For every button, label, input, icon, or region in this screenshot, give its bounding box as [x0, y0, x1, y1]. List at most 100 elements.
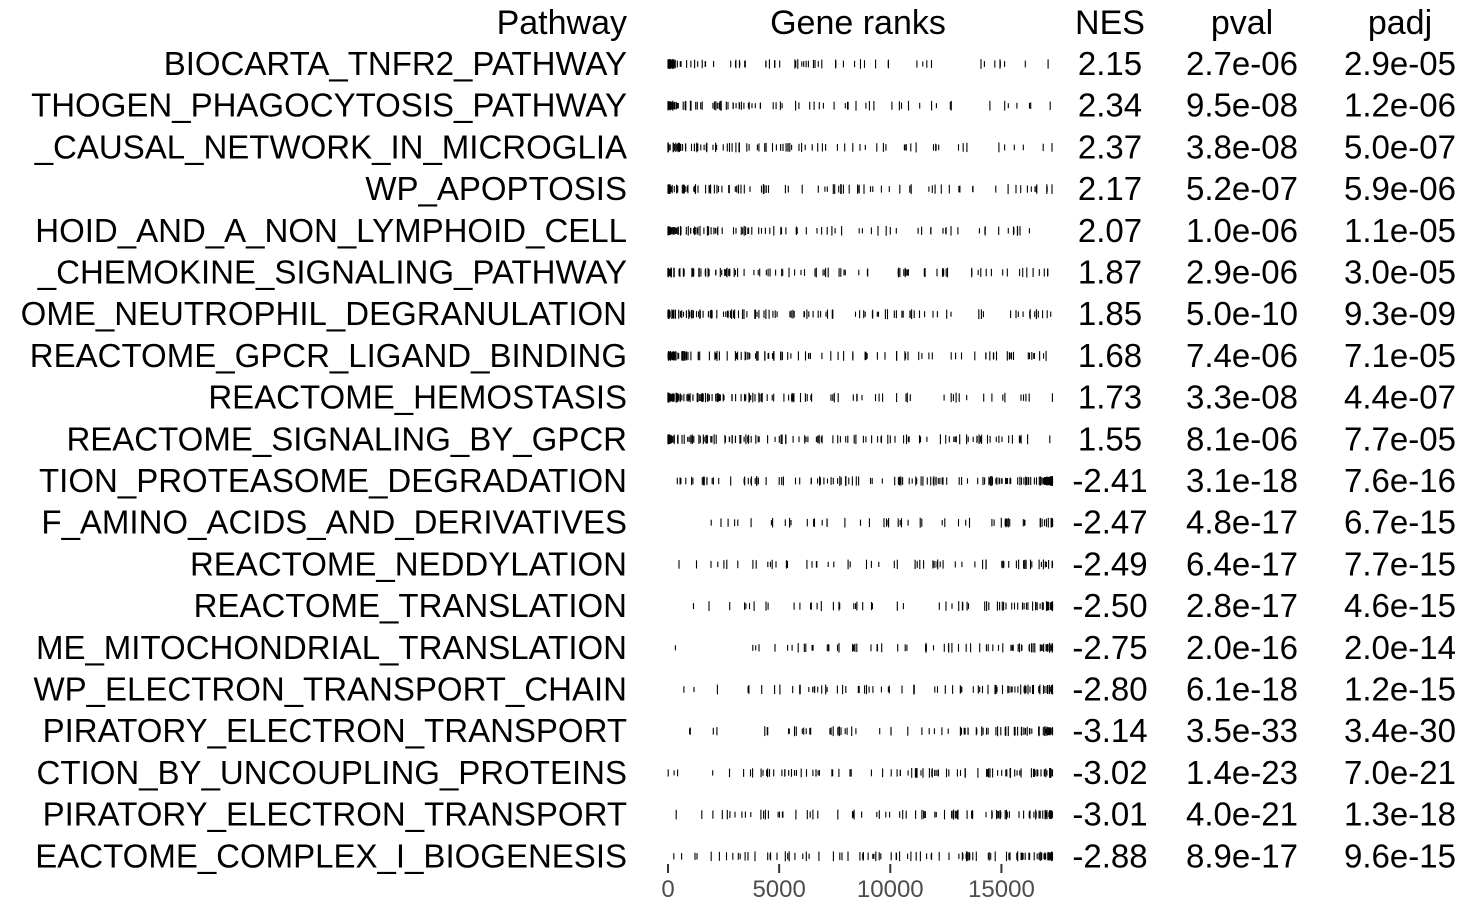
- padj-value: 3.0e-05: [1344, 254, 1456, 291]
- padj-value: 1.2e-15: [1344, 671, 1456, 708]
- axis-tick-label: 15000: [968, 876, 1035, 903]
- nes-value: -2.50: [1072, 587, 1147, 624]
- pval-value: 2.0e-16: [1186, 629, 1298, 666]
- padj-value: 2.9e-05: [1344, 45, 1456, 82]
- nes-value: -2.80: [1072, 671, 1147, 708]
- table-row: REACTOME_NEDDYLATION -2.49 6.4e-17 7.7e-15: [190, 545, 1456, 582]
- nes-value: 2.15: [1078, 45, 1142, 82]
- padj-value: 1.3e-18: [1344, 796, 1456, 833]
- gene-rank-barcode: [710, 517, 1054, 528]
- column-headers: Pathway Gene ranks NES pval padj: [497, 4, 1433, 42]
- pathway-name: REACTOME_HEMOSTASIS: [208, 379, 627, 416]
- pathway-name: CTION_BY_UNCOUPLING_PROTEINS: [37, 754, 627, 791]
- nes-value: 1.55: [1078, 420, 1142, 457]
- gene-rank-barcode: [667, 392, 1053, 403]
- pval-value: 7.4e-06: [1186, 337, 1298, 374]
- table-row: BIOCARTA_TNFR2_PATHWAY 2.15 2.7e-06 2.9e-05: [164, 45, 1456, 82]
- pval-value: 3.3e-08: [1186, 379, 1298, 416]
- padj-value: 5.0e-07: [1344, 128, 1456, 165]
- nes-value: -2.88: [1072, 837, 1147, 874]
- table-row: HOID_AND_A_NON_LYMPHOID_CELL 2.07 1.0e-06 1…: [35, 212, 1456, 249]
- header-gene-ranks: Gene ranks: [770, 4, 946, 42]
- nes-value: 1.73: [1078, 379, 1142, 416]
- pathway-name: WP_APOPTOSIS: [365, 170, 627, 207]
- padj-value: 7.7e-05: [1344, 420, 1456, 457]
- padj-value: 2.0e-14: [1344, 629, 1456, 666]
- pval-value: 3.5e-33: [1186, 712, 1298, 749]
- table-row: EACTOME_COMPLEX_I_BIOGENESIS -2.88 8.9e-17…: [35, 837, 1456, 874]
- pval-value: 8.1e-06: [1186, 420, 1298, 457]
- pathway-name: PIRATORY_ELECTRON_TRANSPORT: [43, 796, 627, 833]
- padj-value: 6.7e-15: [1344, 504, 1456, 541]
- gene-rank-barcode: [667, 142, 1053, 153]
- gene-rank-barcode: [678, 559, 1054, 570]
- pathway-name: BIOCARTA_TNFR2_PATHWAY: [164, 45, 627, 82]
- table-row: WP_APOPTOSIS 2.17 5.2e-07 5.9e-06: [365, 170, 1456, 207]
- table-row: _CHEMOKINE_SIGNALING_PATHWAY 1.87 2.9e-06 3…: [37, 254, 1456, 291]
- padj-value: 4.6e-15: [1344, 587, 1456, 624]
- gene-rank-barcode: [667, 767, 1054, 778]
- nes-value: 1.68: [1078, 337, 1142, 374]
- gene-rank-barcode: [667, 267, 1049, 278]
- gene-ranks-axis: 0 5000 10000 15000: [661, 864, 1035, 903]
- table-row: REACTOME_GPCR_LIGAND_BINDING 1.68 7.4e-06 7…: [30, 337, 1456, 374]
- gene-rank-barcode: [689, 726, 1054, 737]
- padj-value: 1.1e-05: [1344, 212, 1456, 249]
- pathway-name: OME_NEUTROPHIL_DEGRANULATION: [21, 295, 627, 332]
- pval-value: 6.4e-17: [1186, 545, 1298, 582]
- gene-rank-barcode: [667, 184, 1053, 195]
- gene-rank-barcode: [667, 225, 1030, 236]
- table-row: TION_PROTEASOME_DEGRADATION -2.41 3.1e-18 7…: [39, 462, 1456, 499]
- padj-value: 7.0e-21: [1344, 754, 1456, 791]
- nes-value: 2.34: [1078, 87, 1142, 124]
- table-row: _CAUSAL_NETWORK_IN_MICROGLIA 2.37 3.8e-08 5…: [34, 128, 1456, 165]
- gene-rank-barcode: [673, 851, 1054, 862]
- nes-value: 1.87: [1078, 254, 1142, 291]
- padj-value: 5.9e-06: [1344, 170, 1456, 207]
- header-pathway: Pathway: [497, 4, 627, 42]
- table-row: REACTOME_HEMOSTASIS 1.73 3.3e-08 4.4e-07: [208, 379, 1456, 416]
- pathway-name: THOGEN_PHAGOCYTOSIS_PATHWAY: [31, 87, 627, 124]
- nes-value: -2.49: [1072, 545, 1147, 582]
- table-row: ME_MITOCHONDRIAL_TRANSLATION -2.75 2.0e-16…: [36, 629, 1456, 666]
- pval-value: 1.4e-23: [1186, 754, 1298, 791]
- pathway-name: HOID_AND_A_NON_LYMPHOID_CELL: [35, 212, 627, 249]
- gene-rank-barcode: [692, 601, 1054, 612]
- pathway-name: TION_PROTEASOME_DEGRADATION: [39, 462, 627, 499]
- padj-value: 9.3e-09: [1344, 295, 1456, 332]
- nes-value: 2.17: [1078, 170, 1142, 207]
- gene-rank-barcode: [674, 642, 1054, 653]
- table-row: REACTOME_TRANSLATION -2.50 2.8e-17 4.6e-15: [194, 587, 1456, 624]
- nes-value: -3.01: [1072, 796, 1147, 833]
- header-nes: NES: [1075, 4, 1145, 42]
- gene-rank-barcode: [676, 476, 1054, 486]
- table-row: F_AMINO_ACIDS_AND_DERIVATIVES -2.47 4.8e-1…: [41, 504, 1456, 541]
- pathway-name: _CAUSAL_NETWORK_IN_MICROGLIA: [34, 128, 627, 165]
- pval-value: 2.8e-17: [1186, 587, 1298, 624]
- pathway-name: REACTOME_SIGNALING_BY_GPCR: [66, 420, 627, 457]
- padj-value: 7.7e-15: [1344, 545, 1456, 582]
- padj-value: 9.6e-15: [1344, 837, 1456, 874]
- table-row: WP_ELECTRON_TRANSPORT_CHAIN -2.80 6.1e-18 1…: [33, 671, 1455, 708]
- pval-value: 6.1e-18: [1186, 671, 1298, 708]
- gene-rank-barcode: [667, 59, 1049, 69]
- nes-value: 1.85: [1078, 295, 1142, 332]
- table-row: OME_NEUTROPHIL_DEGRANULATION 1.85 5.0e-10 9…: [21, 295, 1456, 332]
- axis-tick-label: 10000: [857, 876, 924, 903]
- pval-value: 5.0e-10: [1186, 295, 1298, 332]
- padj-value: 3.4e-30: [1344, 712, 1456, 749]
- pathway-name: REACTOME_TRANSLATION: [194, 587, 627, 624]
- table-row: PIRATORY_ELECTRON_TRANSPORT -3.01 4.0e-21 1…: [43, 796, 1456, 833]
- pathway-name: ME_MITOCHONDRIAL_TRANSLATION: [36, 629, 627, 666]
- pval-value: 2.7e-06: [1186, 45, 1298, 82]
- gene-rank-barcode: [667, 309, 1052, 320]
- pathway-name: REACTOME_GPCR_LIGAND_BINDING: [30, 337, 627, 374]
- table-rows: BIOCARTA_TNFR2_PATHWAY 2.15 2.7e-06 2.9e-05…: [21, 45, 1456, 874]
- pval-value: 3.8e-08: [1186, 128, 1298, 165]
- pval-value: 4.8e-17: [1186, 504, 1298, 541]
- nes-value: -2.47: [1072, 504, 1147, 541]
- gene-rank-barcode: [667, 350, 1047, 361]
- pathway-name: F_AMINO_ACIDS_AND_DERIVATIVES: [41, 504, 627, 541]
- header-padj: padj: [1368, 4, 1432, 42]
